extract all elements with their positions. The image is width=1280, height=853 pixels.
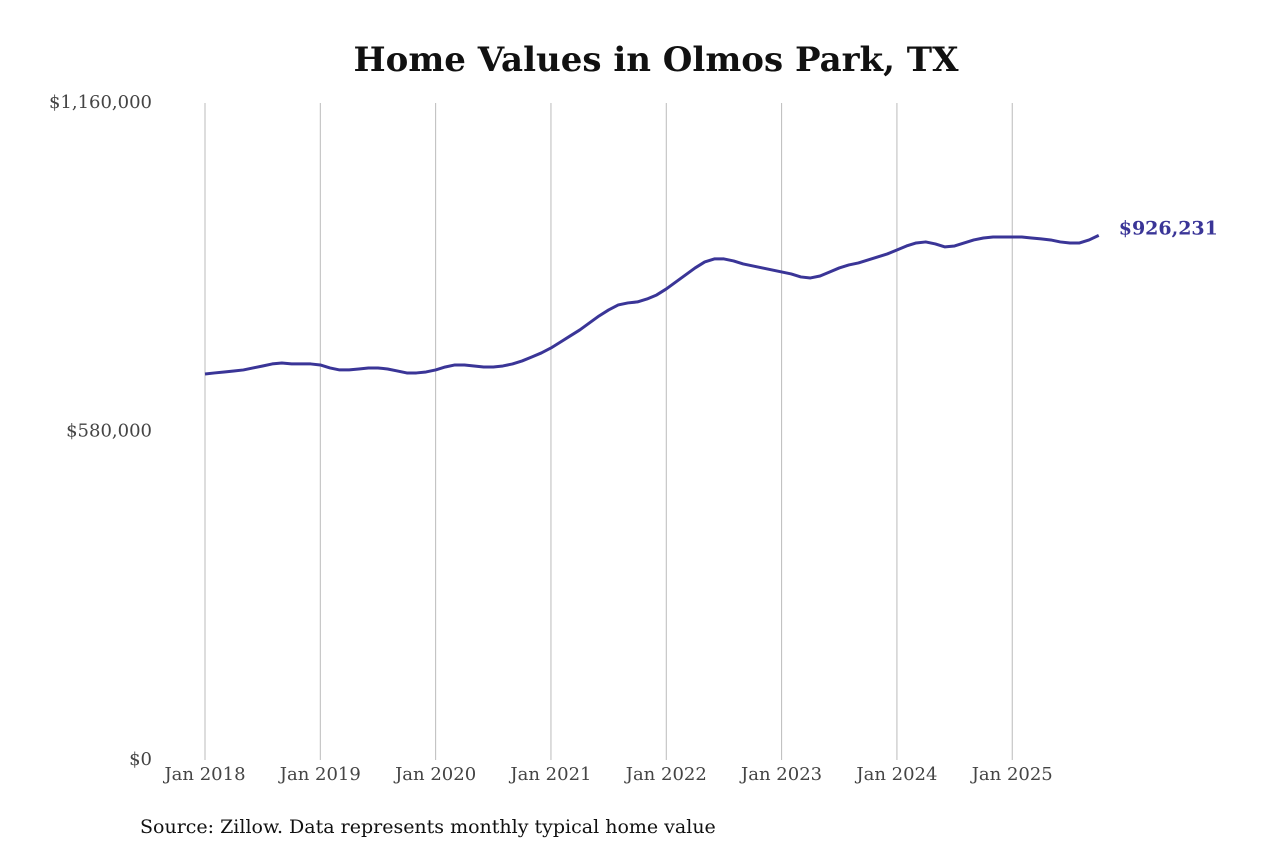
x-tick-label: Jan 2024 xyxy=(854,764,937,785)
y-tick-label: $0 xyxy=(129,749,152,770)
data-line xyxy=(204,234,1100,376)
x-tick-label: Jan 2018 xyxy=(162,764,245,785)
x-tick-label: Jan 2025 xyxy=(970,764,1053,785)
source-note: Source: Zillow. Data represents monthly … xyxy=(140,816,716,838)
x-tick-label: Jan 2021 xyxy=(508,764,591,785)
x-tick-label: Jan 2019 xyxy=(278,764,361,785)
x-tick-label: Jan 2020 xyxy=(393,764,476,785)
x-tick-label: Jan 2022 xyxy=(624,764,707,785)
x-tick-label: Jan 2023 xyxy=(739,764,822,785)
value-label: $926,231 xyxy=(1119,217,1218,239)
y-tick-label: $580,000 xyxy=(66,421,152,442)
chart-title: Home Values in Olmos Park, TX xyxy=(354,40,960,80)
y-tick-label: $1,160,000 xyxy=(49,92,152,113)
